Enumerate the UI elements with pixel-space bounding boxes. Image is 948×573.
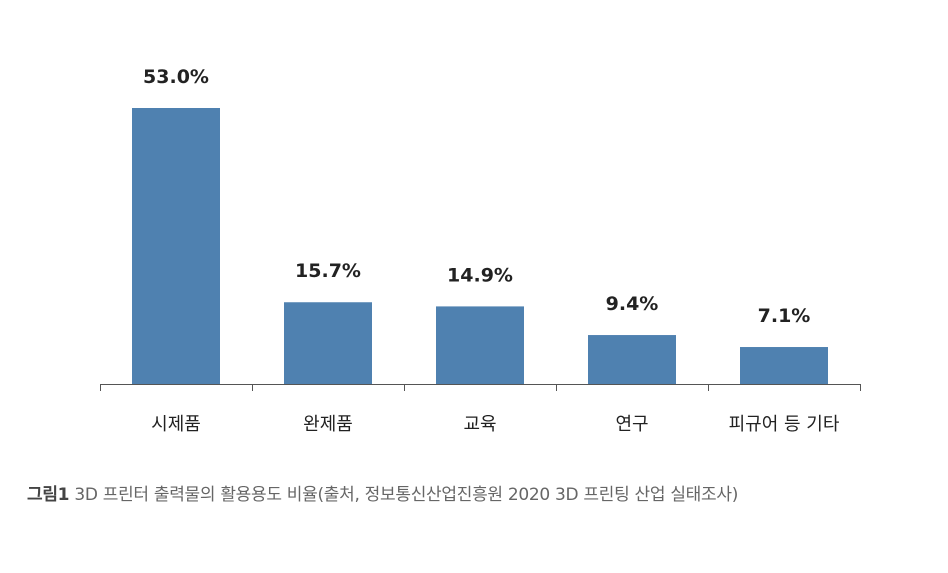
data-label: 9.4% — [606, 293, 659, 315]
data-label: 14.9% — [447, 264, 513, 286]
category-label: 피규어 등 기타 — [729, 414, 840, 435]
bar — [740, 347, 828, 384]
category-label: 완제품 — [303, 414, 353, 435]
data-label: 15.7% — [295, 260, 361, 282]
bar — [284, 302, 372, 384]
bar — [436, 306, 524, 384]
bar — [132, 108, 220, 384]
category-label: 교육 — [463, 414, 496, 435]
figure-caption: 그림1 3D 프린터 출력물의 활용용도 비율(출처, 정보통신산업진흥원 20… — [27, 480, 738, 505]
caption-label: 그림1 — [27, 485, 70, 505]
category-label: 연구 — [615, 414, 648, 435]
bar — [588, 335, 676, 384]
data-label: 53.0% — [143, 66, 209, 88]
caption-text: 3D 프린터 출력물의 활용용도 비율(출처, 정보통신산업진흥원 2020 3… — [69, 485, 739, 505]
data-label: 7.1% — [758, 305, 811, 327]
category-label: 시제품 — [151, 414, 201, 435]
bar-chart: 53.0% 시제품 15.7% 완제품 14.9% 교육 9.4% 연구 7.1% 피규어 등 기… — [100, 66, 861, 435]
